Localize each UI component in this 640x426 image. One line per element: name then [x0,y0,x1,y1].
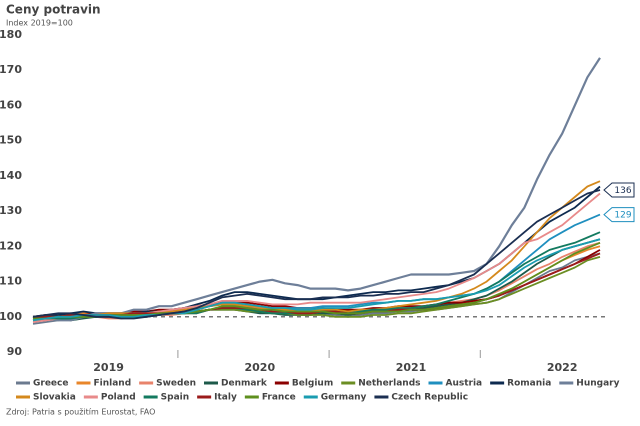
y-tick-label: 140 [0,169,22,182]
series-line [32,238,601,322]
callout-label: 129 [614,211,631,221]
legend-label: Belgium [292,379,333,389]
source: Zdroj: Patria s použitím Eurostat, FAO [6,408,155,417]
legend-label: Czech Republic [391,393,468,403]
chart-subtitle: Index 2019=100 [6,19,73,28]
legend-label: Italy [214,393,237,403]
x-tick-label: 2022 [547,361,578,374]
y-tick-label: 90 [7,345,23,358]
y-tick-label: 180 [0,28,22,41]
legend-label: Romania [507,379,551,389]
series-line [33,57,601,322]
legend-label: Netherlands [358,379,420,389]
series-line [33,241,601,320]
legend-label: Sweden [156,379,196,389]
legend-label: Germany [321,393,367,403]
series-line [32,231,601,320]
callout-box [603,182,635,198]
y-tick-label: 130 [0,204,22,217]
y-tick-label: 170 [0,63,22,76]
x-tick-label: 2019 [93,361,124,374]
legend-label: Spain [161,393,190,403]
series-line [32,189,601,320]
x-tick-label: 2021 [396,361,427,374]
y-tick-label: 100 [0,310,22,323]
y-tick-label: 160 [0,98,22,111]
y-tick-label: 150 [0,134,22,147]
callout-box [603,207,635,223]
y-tick-label: 120 [0,239,22,252]
legend-label: France [262,393,296,403]
callout-label: 136 [614,186,631,196]
legend-label: Denmark [221,379,268,389]
legend-label: Poland [101,393,136,403]
chart-title: Ceny potravin [6,3,101,17]
x-tick-label: 2020 [244,361,275,374]
legend-label: Finland [93,379,131,389]
legend-label: Slovakia [33,393,76,403]
legend-label: Hungary [576,379,619,389]
legend-label: Austria [446,379,483,389]
legend-label: Greece [33,379,68,389]
y-tick-label: 110 [0,275,22,288]
